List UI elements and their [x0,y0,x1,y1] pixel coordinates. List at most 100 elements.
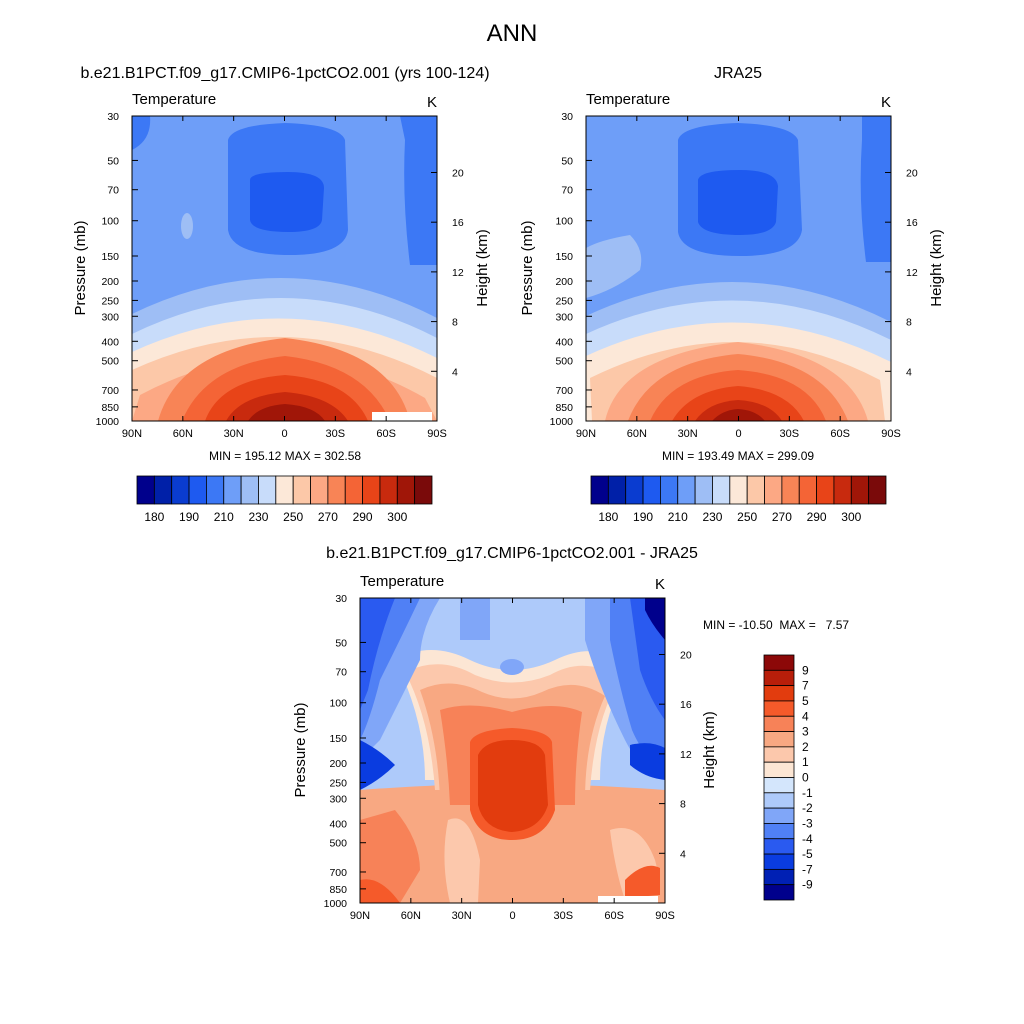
colorbar-label: 180 [144,510,164,524]
colorbar-swatch [153,475,173,505]
y-tick-label: 150 [329,733,347,745]
contour-fill [630,743,665,780]
panel-obs-contours [586,116,891,421]
colorbar-swatch [781,475,800,505]
x-tick-label: 30S [780,428,800,440]
colorbar-swatch [816,475,835,505]
colorbar-label: 7 [802,679,809,693]
y-right-tick-label: 16 [452,217,464,229]
colorbar-label: 190 [633,510,653,524]
colorbar-swatch [414,475,433,505]
colorbar-label: 270 [318,510,338,524]
x-tick-label: 60S [604,910,624,922]
figure-title: ANN [486,20,538,47]
y-right-tick-label: 12 [452,267,464,279]
x-tick-label: 30S [554,910,574,922]
panel-model-axes: Pressure (mb) Height (km) MIN = 195.12 M… [72,220,491,463]
y-tick-label: 150 [101,251,119,263]
contour-fill [645,598,665,640]
y-tick-label: 500 [329,838,347,850]
y-tick-label: 250 [329,777,347,789]
contour-fill [625,865,660,898]
y-right-tick-label: 4 [452,366,458,378]
colorbar-swatch [240,475,259,505]
y-right-tick-label: 20 [680,649,692,661]
colorbar-swatch [344,475,363,505]
contour-fill [132,116,151,150]
colorbar-label: -9 [802,878,813,892]
panel-difference-units: K [655,576,665,593]
y-tick-label: 100 [101,216,119,228]
y-tick-label: 100 [555,216,573,228]
x-tick-label: 60N [401,910,421,922]
panel-difference-title: b.e21.B1PCT.f09_g17.CMIP6-1pctCO2.001 - … [326,545,698,562]
y-right-tick-label: 8 [906,317,912,329]
y-tick-label: 200 [329,758,347,770]
colorbar-label: 230 [702,510,722,524]
colorbar-swatch [660,475,679,505]
colorbar-swatch [850,475,870,505]
colorbar-swatch [642,475,661,505]
contour-fill [360,784,665,903]
colorbar-label: 4 [802,709,809,723]
colorbar-label: -3 [802,816,813,830]
colorbar-swatch [694,475,713,505]
colorbar-swatch [763,823,795,840]
colorbar-swatch [763,807,795,824]
panel-model-units: K [427,94,437,111]
y-right-tick-label: 20 [906,167,918,179]
y-right-tick-label: 8 [452,317,458,329]
contour-fill [400,116,437,265]
x-tick-label: 90N [576,428,596,440]
contour-fill [460,598,490,640]
colorbar-swatch [763,838,795,855]
y-tick-label: 70 [561,185,573,197]
y-tick-label: 300 [555,311,573,323]
y-axis-title: Pressure (mb) [72,220,89,315]
x-tick-label: 90N [350,910,370,922]
panel-obs-title: JRA25 [714,65,762,82]
y-tick-label: 700 [101,385,119,397]
colorbar-swatch [763,777,795,794]
panel-obs: JRA25 Temperature K Pressure (mb) Height… [519,65,945,463]
y-axis-title: Pressure (mb) [519,220,536,315]
colorbar-label: 210 [668,510,688,524]
stats-label: MIN = 193.49 MAX = 299.09 [662,449,814,463]
colorbar-swatch [171,475,190,505]
x-tick-label: 0 [735,428,741,440]
contour-fill [360,598,395,710]
y-right-tick-label: 12 [680,749,692,761]
y-tick-label: 70 [107,185,119,197]
colorbar-label: 0 [802,771,809,785]
colorbar-swatch [763,654,795,671]
contour-fill [698,170,778,235]
y-right-tick-label: 4 [906,366,912,378]
colorbar-label: 250 [737,510,757,524]
colorbar-label: -2 [802,801,813,815]
colorbar-swatch [188,475,207,505]
contour-fill [360,879,400,903]
colorbar-label: 9 [802,663,809,677]
colorbar-label: 290 [807,510,827,524]
colorbar-label: -1 [802,786,813,800]
colorbar-swatch [607,475,627,505]
colorbar-swatch [763,731,795,748]
x-tick-label: 30N [224,428,244,440]
colorbar-label: 180 [598,510,618,524]
y-tick-label: 1000 [96,416,120,428]
panel-difference-contours [360,598,665,903]
contour-fill [181,213,193,239]
y-tick-label: 250 [555,295,573,307]
y-right-tick-label: 16 [680,699,692,711]
y-tick-label: 850 [329,884,347,896]
colorbar-label: 290 [353,510,373,524]
generated-axes-and-colorbars: 90N 60N 30N 0 30S 60S 90S305070100150200250300… [96,111,918,922]
panel-obs-axes: Pressure (mb) Height (km) MIN = 193.49 M… [519,220,945,463]
x-tick-label: 30N [452,910,472,922]
y-tick-label: 400 [555,336,573,348]
y-right-tick-label: 4 [680,848,686,860]
y-axis-title-right: Height (km) [474,229,491,307]
y-tick-label: 200 [101,276,119,288]
contour-fill [360,740,395,790]
